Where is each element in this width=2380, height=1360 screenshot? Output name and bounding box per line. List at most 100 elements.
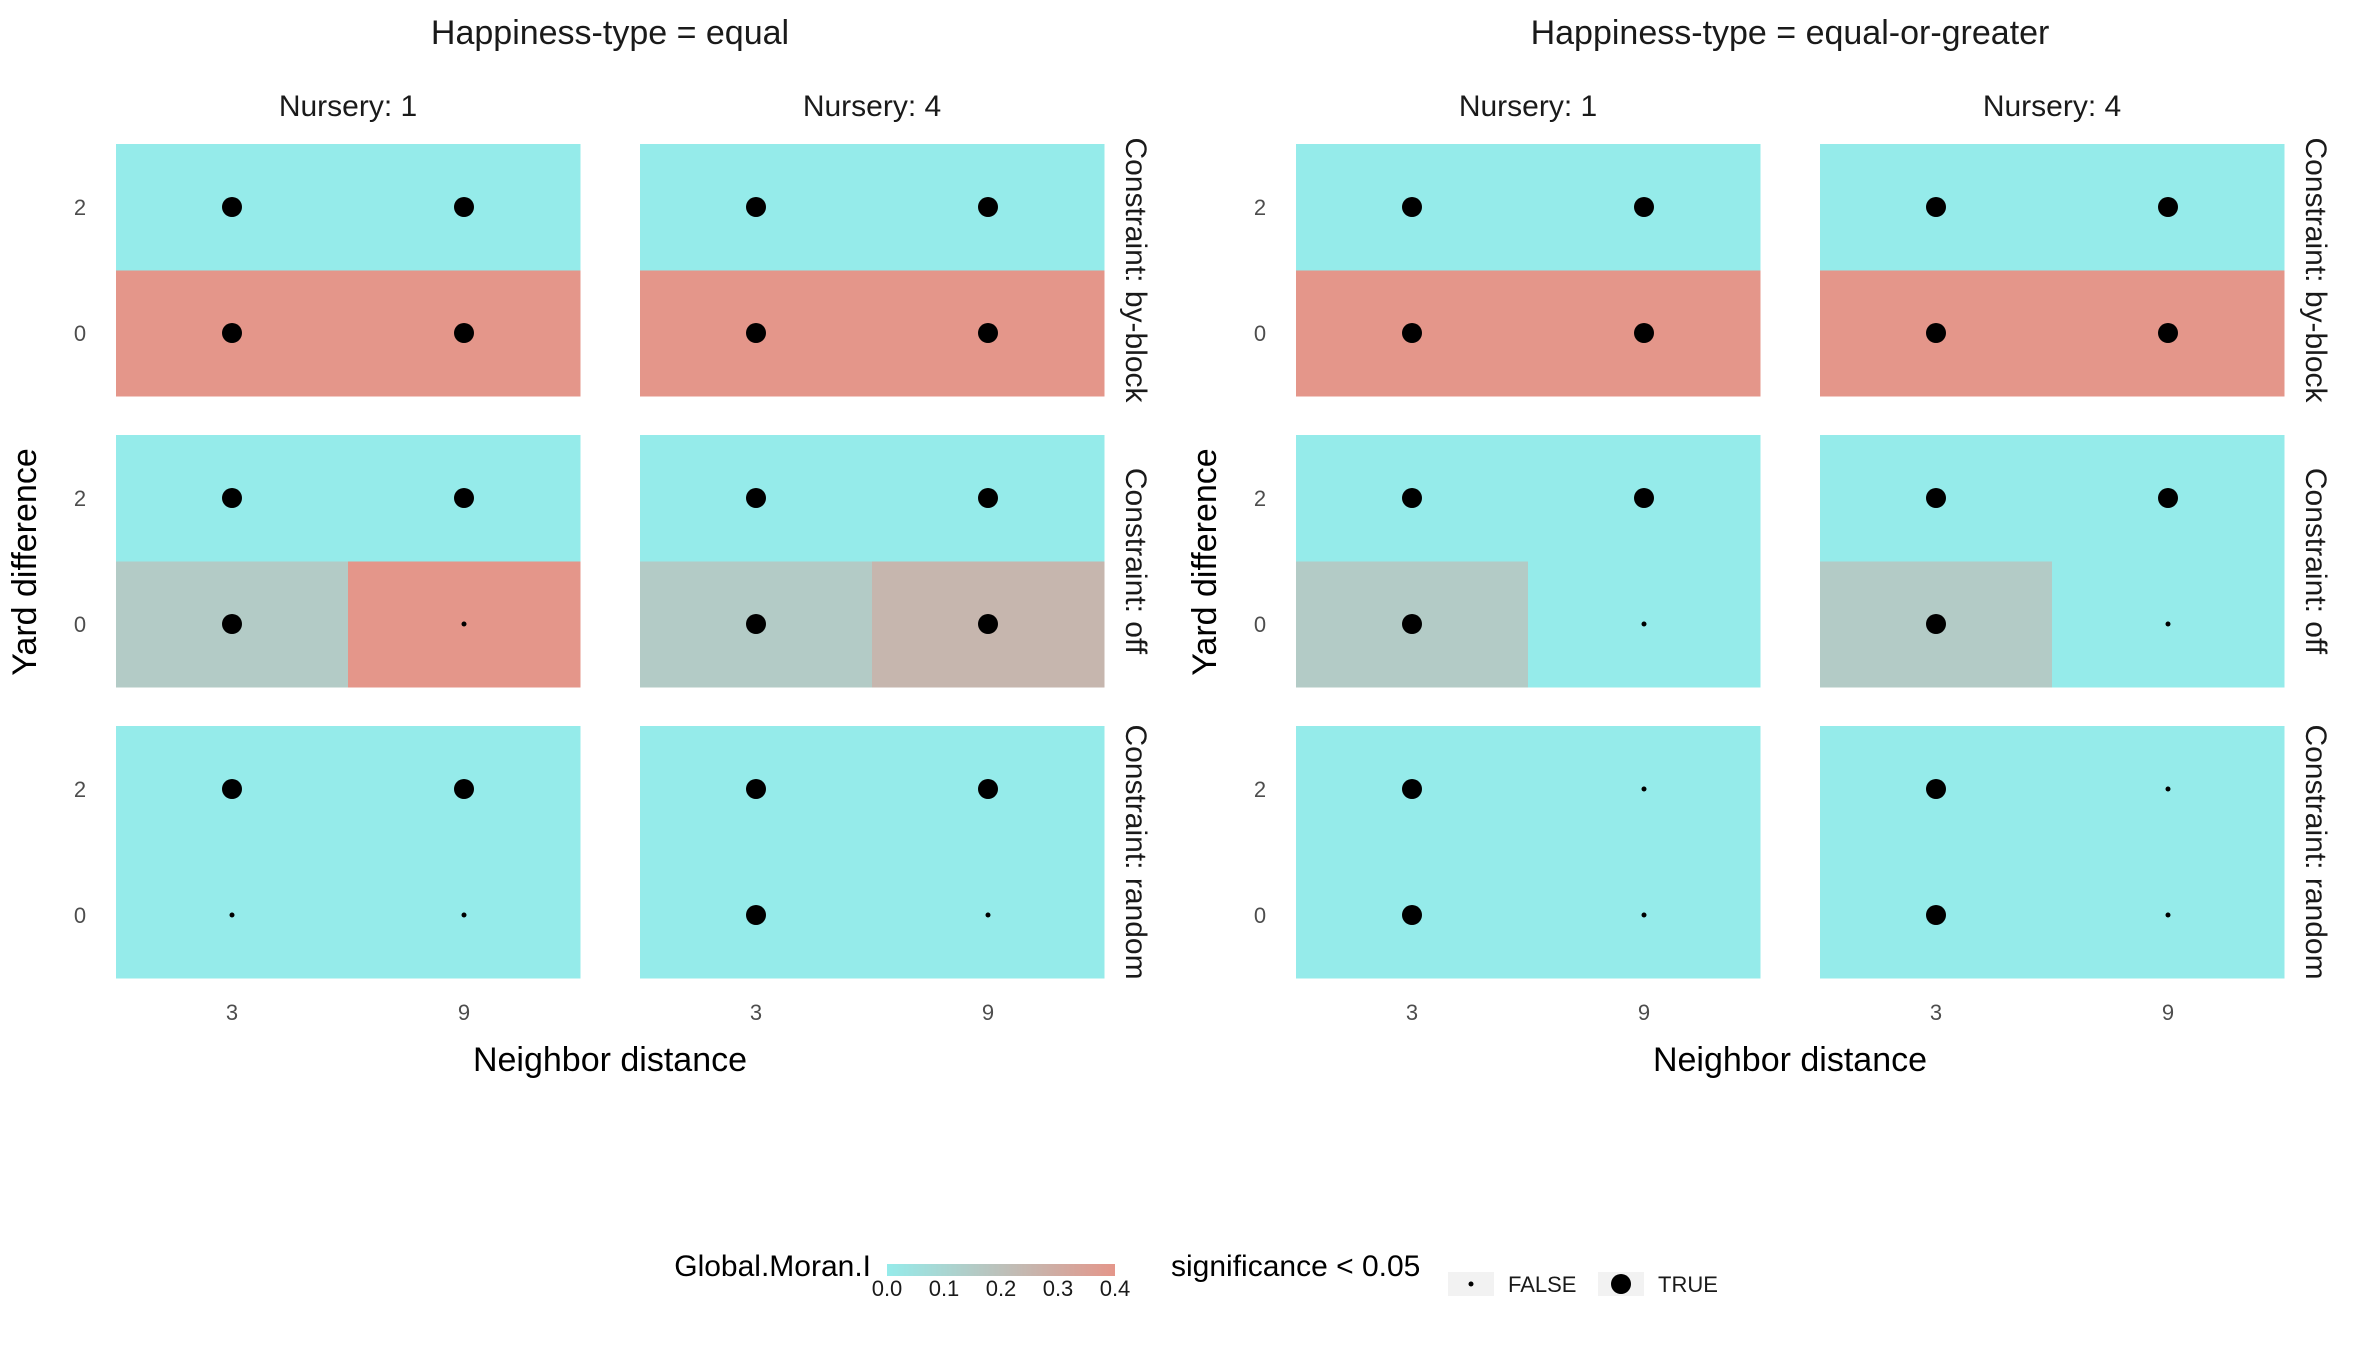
- fill-legend-tick-label: 0.3: [1043, 1276, 1074, 1301]
- x-tick-label: 9: [2162, 1000, 2174, 1025]
- significance-point: [978, 197, 998, 217]
- significance-point: [746, 905, 766, 925]
- y-tick-label: 2: [74, 486, 86, 511]
- significance-point: [461, 912, 467, 918]
- y-tick-label: 0: [1254, 321, 1266, 346]
- significance-point: [1926, 197, 1946, 217]
- significance-point: [461, 621, 467, 627]
- fill-legend-ticks: 0.0 0.1 0.2 0.3 0.4: [872, 1276, 1131, 1301]
- y-tick-label: 2: [74, 777, 86, 802]
- fill-legend-colorbar: [887, 1264, 1115, 1276]
- constraint-strip-label: Constraint: random: [2299, 724, 2332, 979]
- significance-point: [978, 779, 998, 799]
- y-axis-title: Yard difference: [6, 448, 44, 675]
- facet-by-block-nursery-1: 02: [74, 144, 581, 397]
- constraint-strip-label: Constraint: by-block: [2299, 137, 2332, 403]
- constraint-strip-label: Constraint: by-block: [1119, 137, 1152, 403]
- facet-by-block-nursery-1: 02: [1254, 144, 1761, 397]
- significance-point: [1926, 614, 1946, 634]
- significance-point: [985, 912, 991, 918]
- significance-point: [222, 779, 242, 799]
- significance-point: [1926, 779, 1946, 799]
- fill-legend-tick-label: 0.4: [1100, 1276, 1131, 1301]
- y-tick-label: 0: [74, 321, 86, 346]
- significance-point: [2158, 488, 2178, 508]
- facet-panels: Happiness-type = equal Nursery: 1 Nursery:…: [6, 14, 2332, 1079]
- nursery-strip-label: Nursery: 1: [279, 90, 417, 123]
- facet-random-nursery-1: 0 2 3 9: [74, 726, 581, 1025]
- significance-point: [1641, 786, 1647, 792]
- significance-point: [2165, 621, 2171, 627]
- facet-by-block-nursery-4: [1820, 144, 2285, 397]
- x-tick-label: 3: [226, 1000, 238, 1025]
- legend: Global.Moran.I 0.0 0.1 0.2 0.3 0.4 significa…: [674, 1250, 1718, 1301]
- facet-random-nursery-1: 0 2 3 9: [1254, 726, 1761, 1025]
- significance-point: [1641, 621, 1647, 627]
- fill-legend-tick-label: 0.2: [986, 1276, 1017, 1301]
- constraint-strip-label: Constraint: off: [1119, 468, 1152, 655]
- significance-point: [2158, 197, 2178, 217]
- facet-off-nursery-4: [640, 435, 1105, 688]
- facet-off-nursery-1: 02: [1254, 435, 1761, 688]
- constraint-strip-label: Constraint: off: [2299, 468, 2332, 655]
- fill-legend-title: Global.Moran.I: [674, 1250, 871, 1283]
- fill-legend-tick-label: 0.0: [872, 1276, 903, 1301]
- significance-point: [1634, 488, 1654, 508]
- significance-point: [746, 197, 766, 217]
- significance-point: [1402, 614, 1422, 634]
- significance-point: [1926, 323, 1946, 343]
- y-tick-label: 0: [74, 903, 86, 928]
- significance-point: [746, 614, 766, 634]
- significance-point: [222, 614, 242, 634]
- y-tick-label: 2: [1254, 777, 1266, 802]
- y-axis-title: Yard difference: [1186, 448, 1224, 675]
- significance-point: [978, 323, 998, 343]
- significance-point: [454, 197, 474, 217]
- y-tick-label: 2: [1254, 195, 1266, 220]
- significance-point: [1634, 323, 1654, 343]
- y-tick-label: 0: [1254, 612, 1266, 637]
- significance-point: [1634, 197, 1654, 217]
- nursery-strip-label: Nursery: 4: [1983, 90, 2121, 123]
- significance-point: [1402, 488, 1422, 508]
- significance-point: [1402, 323, 1422, 343]
- x-tick-label: 9: [458, 1000, 470, 1025]
- x-axis-title: Neighbor distance: [473, 1041, 747, 1079]
- significance-point: [222, 488, 242, 508]
- significance-point: [746, 488, 766, 508]
- facet-off-nursery-1: 02: [74, 435, 581, 688]
- significance-point: [1641, 912, 1647, 918]
- significance-point: [222, 323, 242, 343]
- significance-point: [746, 779, 766, 799]
- significance-point: [746, 323, 766, 343]
- x-tick-label: 9: [1638, 1000, 1650, 1025]
- x-tick-label: 3: [1406, 1000, 1418, 1025]
- size-legend-label-false: FALSE: [1508, 1272, 1576, 1297]
- significance-point: [978, 488, 998, 508]
- significance-point: [2165, 786, 2171, 792]
- facet-by-block-nursery-4: [640, 144, 1105, 397]
- nursery-strip-label: Nursery: 1: [1459, 90, 1597, 123]
- x-tick-label: 9: [982, 1000, 994, 1025]
- significance-point: [1402, 197, 1422, 217]
- happiness-group-0: Happiness-type = equal Nursery: 1 Nursery:…: [6, 14, 1152, 1079]
- significance-point: [454, 779, 474, 799]
- significance-point: [2158, 323, 2178, 343]
- size-legend-dot-false: [1468, 1281, 1474, 1287]
- x-tick-label: 3: [1930, 1000, 1942, 1025]
- happiness-panel-title: Happiness-type = equal-or-greater: [1531, 14, 2050, 52]
- size-legend-label-true: TRUE: [1658, 1272, 1718, 1297]
- nursery-strip-label: Nursery: 4: [803, 90, 941, 123]
- significance-point: [1926, 488, 1946, 508]
- y-tick-label: 0: [1254, 903, 1266, 928]
- constraint-strip-label: Constraint: random: [1119, 724, 1152, 979]
- size-legend-title: significance < 0.05: [1171, 1250, 1420, 1283]
- x-tick-label: 3: [750, 1000, 762, 1025]
- significance-point: [1926, 905, 1946, 925]
- y-tick-label: 2: [74, 195, 86, 220]
- fill-legend-tick-label: 0.1: [929, 1276, 960, 1301]
- significance-point: [222, 197, 242, 217]
